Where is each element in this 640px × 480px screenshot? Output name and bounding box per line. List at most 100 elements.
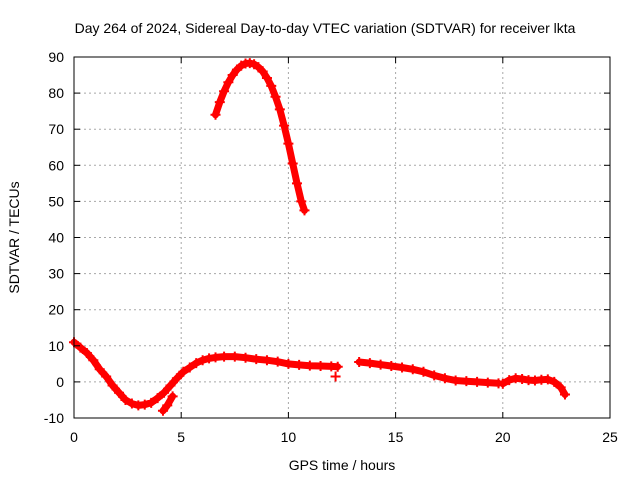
data-point-marker: [210, 352, 221, 363]
x-tick-label: 0: [70, 429, 78, 445]
x-tick-label: 15: [388, 429, 404, 445]
data-point-marker: [159, 387, 170, 398]
tick-label-layer: 0 5 10 15 20 25 -10 0 10 20 30 40 50 60 70 80 90: [44, 49, 618, 445]
y-tick-label: 60: [48, 157, 64, 173]
data-point-marker: [472, 376, 483, 387]
data-point-marker: [251, 354, 262, 365]
data-point-marker: [397, 362, 408, 373]
data-point-marker: [386, 361, 397, 372]
data-point-marker: [214, 97, 225, 108]
y-axis-title: SDTVAR / TECUs: [6, 181, 22, 293]
data-point-marker: [152, 393, 163, 404]
data-point-marker: [94, 364, 105, 375]
data-point-marker: [287, 158, 298, 169]
series-line: [70, 338, 342, 409]
data-point-marker: [296, 196, 307, 207]
x-axis-title: GPS time / hours: [289, 457, 396, 473]
data-point-marker: [482, 377, 493, 388]
data-point-marker: [223, 77, 234, 88]
data-point-marker: [304, 360, 315, 371]
data-point-marker: [101, 371, 112, 382]
series-layer: [69, 58, 570, 416]
data-point-marker: [315, 361, 326, 372]
data-point-marker: [75, 342, 86, 353]
data-point-marker: [270, 91, 281, 102]
data-point-marker: [439, 373, 450, 384]
data-point-marker: [375, 359, 386, 370]
y-tick-label: -10: [44, 410, 64, 426]
data-point-marker: [240, 352, 251, 363]
y-tick-label: 40: [48, 230, 64, 246]
data-point-marker: [88, 355, 99, 366]
y-tick-label: 0: [56, 374, 64, 390]
data-point-marker: [139, 399, 150, 410]
data-point-marker: [555, 382, 566, 393]
data-point-marker: [261, 355, 272, 366]
series-line: [212, 59, 308, 214]
data-point-marker: [126, 398, 137, 409]
data-point-marker: [354, 357, 365, 368]
data-point-marker: [204, 353, 215, 364]
y-tick-label: 90: [48, 49, 64, 65]
data-point-marker: [257, 66, 268, 77]
data-point-marker: [291, 178, 302, 189]
data-point-marker: [184, 362, 195, 373]
data-point-marker: [450, 375, 461, 386]
data-point-marker: [542, 374, 553, 385]
data-point-marker: [146, 397, 157, 408]
data-point-marker: [227, 70, 238, 81]
series-sdtvar-high-arc: [210, 58, 310, 216]
data-point-marker: [283, 138, 294, 149]
data-point-marker: [461, 376, 472, 387]
data-point-marker: [364, 358, 375, 369]
data-point-marker: [504, 375, 515, 386]
x-tick-label: 25: [602, 429, 618, 445]
data-point-marker: [330, 371, 341, 382]
data-point-marker: [261, 72, 272, 83]
x-tick-label: 10: [281, 429, 297, 445]
y-tick-label: 30: [48, 266, 64, 282]
data-point-marker: [407, 364, 418, 375]
data-point-marker: [272, 356, 283, 367]
data-point-marker: [171, 373, 182, 384]
series-sdtvar-dip-spike: [157, 391, 178, 416]
data-point-marker: [332, 361, 343, 372]
data-point-marker: [107, 380, 118, 391]
data-point-marker: [210, 109, 221, 120]
data-point-marker: [517, 374, 528, 385]
data-point-marker: [191, 358, 202, 369]
data-point-marker: [559, 389, 570, 400]
y-tick-label: 10: [48, 338, 64, 354]
data-point-marker: [167, 391, 178, 402]
x-tick-label: 20: [495, 429, 511, 445]
series-sdtvar-low-segment-2: [354, 357, 504, 389]
grid-layer: [74, 57, 610, 418]
data-point-marker: [549, 376, 560, 387]
data-point-marker: [162, 400, 173, 411]
data-point-marker: [178, 366, 189, 377]
data-point-marker: [197, 355, 208, 366]
data-point-marker: [429, 370, 440, 381]
data-point-marker: [274, 104, 285, 115]
data-point-marker: [418, 366, 429, 377]
data-point-marker: [279, 120, 290, 131]
data-point-marker: [283, 358, 294, 369]
data-point-marker: [114, 387, 125, 398]
y-tick-label: 20: [48, 302, 64, 318]
series-sdtvar-isolated-point: [330, 371, 341, 382]
data-point-marker: [229, 351, 240, 362]
y-tick-label: 50: [48, 193, 64, 209]
data-point-marker: [266, 80, 277, 91]
data-point-marker: [294, 359, 305, 370]
data-point-marker: [165, 380, 176, 391]
data-point-marker: [81, 348, 92, 359]
data-point-marker: [157, 405, 168, 416]
chart-title: Day 264 of 2024, Sidereal Day-to-day VTE…: [75, 20, 576, 36]
data-point-marker: [219, 351, 230, 362]
y-tick-label: 80: [48, 85, 64, 101]
series-sdtvar-low-segment-1: [69, 337, 343, 411]
data-point-marker: [299, 205, 310, 216]
x-tick-label: 5: [177, 429, 185, 445]
series-sdtvar-low-segment-3: [497, 373, 570, 400]
